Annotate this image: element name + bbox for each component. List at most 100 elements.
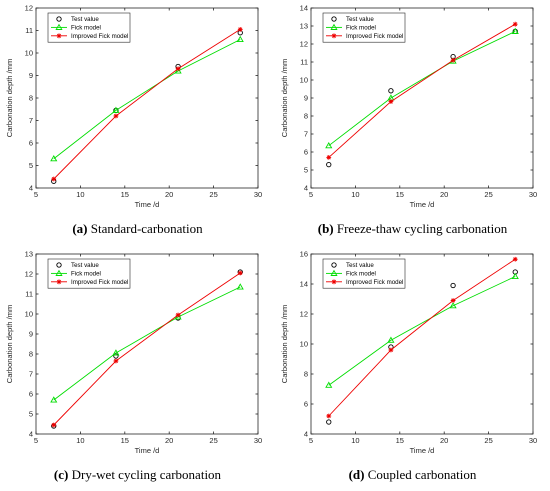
y-axis-label: Carbonation depth /mm — [5, 305, 14, 383]
x-axis-label: Time /d — [135, 200, 160, 209]
x-tick-label: 30 — [529, 436, 537, 445]
legend-marker — [56, 33, 62, 39]
data-point-improved-fick-model — [326, 155, 332, 160]
series-improved-fick-model — [326, 256, 518, 419]
x-axis: 5 10 15 20 25 30 — [34, 254, 262, 445]
data-point-fick-model — [50, 396, 58, 403]
legend-item-test-value: Test value — [56, 262, 99, 269]
series-line-improved-fick-model — [53, 28, 241, 180]
series-line-fick-model — [328, 30, 516, 147]
x-tick-label: 20 — [440, 436, 448, 445]
data-point-improved-fick-model — [175, 66, 181, 72]
legend-label: Test value — [71, 262, 99, 269]
y-tick-label: 11 — [25, 26, 33, 35]
legend-marker — [56, 16, 62, 22]
legend-marker — [331, 279, 337, 285]
y-tick-label: 4 — [29, 430, 33, 439]
x-tick-label: 30 — [254, 190, 262, 199]
chart-panel-dry-wet: 5 10 15 20 25 30 4 5 6 7 8 9 10 11 12 13 Time /d Carbonat… — [0, 246, 275, 491]
x-axis-label: Time /d — [410, 446, 435, 455]
data-point-improved-fick-model — [51, 176, 57, 182]
y-tick-label: 6 — [29, 139, 33, 148]
y-tick-label: 9 — [29, 330, 33, 339]
legend-item-fick-model: Fick model — [326, 23, 376, 32]
legend-item-test-value: Test value — [331, 262, 374, 269]
y-tick-label: 8 — [29, 94, 33, 103]
legend-label: Improved Fick model — [346, 33, 403, 40]
legend-marker — [331, 16, 337, 22]
chart-coupled-carbonation: 5 10 15 20 25 30 4 6 8 10 12 14 16 Time /d Carbonation… — [280, 250, 537, 455]
caption-text: Coupled carbonation — [367, 467, 477, 482]
x-tick-label: 25 — [209, 436, 217, 445]
x-tick-label: 5 — [309, 436, 313, 445]
y-tick-label: 7 — [29, 116, 33, 125]
y-axis: 4 5 6 7 8 9 10 11 12 13 14 — [300, 4, 533, 193]
caption-coupled: (d) Coupled carbonation — [275, 467, 550, 483]
chart-panel-standard: 5 10 15 20 25 30 4 5 6 7 8 9 10 11 12 Time /d Carbonatio… — [0, 0, 275, 245]
caption-tag: (d) — [348, 467, 365, 482]
data-point-improved-fick-model — [175, 312, 181, 318]
legend-item-improved-fick-model: Improved Fick model — [51, 33, 128, 40]
data-point-fick-model — [236, 283, 244, 290]
y-tick-label: 11 — [25, 290, 33, 299]
y-tick-label: 16 — [300, 250, 308, 259]
y-tick-label: 12 — [300, 40, 308, 49]
chart-panel-coupled: 5 10 15 20 25 30 4 6 8 10 12 14 16 Time /d Carbonation… — [275, 246, 550, 491]
y-tick-label: 8 — [29, 350, 33, 359]
x-tick-label: 5 — [309, 190, 313, 199]
series-improved-fick-model — [51, 270, 243, 428]
series-improved-fick-model — [51, 26, 243, 182]
x-tick-label: 25 — [209, 190, 217, 199]
x-tick-label: 20 — [440, 190, 448, 199]
data-point-improved-fick-model — [450, 298, 456, 303]
y-tick-label: 13 — [25, 250, 33, 259]
data-point-test-value — [450, 282, 456, 289]
caption-tag: (b) — [317, 221, 334, 236]
legend-item-improved-fick-model: Improved Fick model — [51, 279, 128, 286]
data-point-improved-fick-model — [512, 256, 518, 262]
series-fick-model — [325, 272, 519, 388]
legend-label: Fick model — [71, 271, 101, 278]
legend-marker — [55, 269, 63, 276]
x-tick-label: 10 — [76, 436, 84, 445]
legend-label: Improved Fick model — [71, 33, 128, 40]
legend-marker — [331, 33, 337, 39]
x-axis: 5 10 15 20 25 30 — [309, 254, 537, 445]
legend-item-improved-fick-model: Improved Fick model — [326, 279, 403, 286]
y-tick-label: 12 — [25, 4, 33, 13]
legend-item-test-value: Test value — [331, 16, 374, 23]
legend-label: Fick model — [71, 25, 101, 32]
legend-label: Test value — [346, 262, 374, 269]
data-point-fick-model — [449, 302, 457, 309]
legend-label: Improved Fick model — [71, 279, 128, 286]
y-tick-label: 6 — [304, 400, 308, 409]
series-improved-fick-model — [326, 21, 518, 160]
y-tick-label: 9 — [304, 94, 308, 103]
data-point-improved-fick-model — [450, 57, 456, 63]
y-axis: 4 5 6 7 8 9 10 11 12 — [25, 4, 258, 193]
legend-item-fick-model: Fick model — [51, 269, 101, 278]
data-point-improved-fick-model — [388, 347, 394, 353]
x-tick-label: 15 — [396, 436, 404, 445]
y-tick-label: 5 — [29, 161, 33, 170]
caption-tag: (c) — [53, 467, 69, 482]
x-axis: 5 10 15 20 25 30 — [309, 8, 537, 199]
y-tick-label: 7 — [29, 370, 33, 379]
y-tick-label: 6 — [29, 390, 33, 399]
series-line-fick-model — [53, 39, 241, 160]
caption-text: Dry-wet cycling carbonation — [71, 467, 222, 482]
x-tick-label: 5 — [34, 436, 38, 445]
y-tick-label: 4 — [29, 184, 33, 193]
x-tick-label: 10 — [351, 436, 359, 445]
legend-label: Fick model — [346, 25, 376, 32]
series-line-improved-fick-model — [53, 272, 241, 426]
legend-marker — [56, 262, 62, 268]
data-point-improved-fick-model — [326, 413, 332, 419]
caption-tag: (a) — [72, 221, 88, 236]
